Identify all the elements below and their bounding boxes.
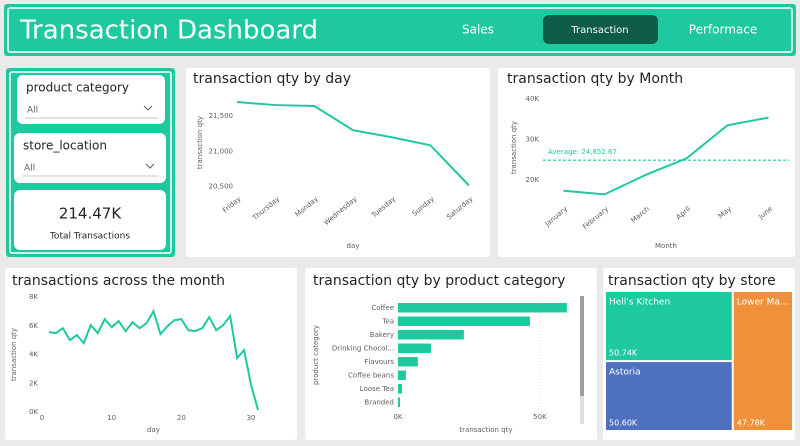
- bar: [398, 357, 418, 367]
- line: [48, 308, 259, 411]
- treemap-value: 50.60K: [609, 419, 638, 428]
- line: [563, 116, 769, 196]
- panel: [305, 268, 597, 440]
- average-label: Average: 24,852.67: [548, 148, 617, 156]
- x-tick-label: 30: [247, 414, 256, 422]
- chevron[interactable]: [143, 105, 153, 111]
- x-tick-label: 50K: [533, 413, 547, 421]
- x-tick-label: 0: [40, 414, 44, 422]
- x-axis-title: transaction qty: [459, 426, 512, 434]
- y-axis-title: transaction qty: [10, 328, 18, 381]
- y-tick-label: 40K: [526, 95, 540, 103]
- filter-box[interactable]: [14, 133, 166, 183]
- nav-item[interactable]: Performace: [689, 23, 757, 37]
- treemap-value: 50.74K: [609, 349, 638, 358]
- header-title: Transaction Dashboard: [19, 16, 318, 46]
- bar: [398, 343, 431, 353]
- y-axis-title: transaction qty: [196, 116, 204, 169]
- filter-panel-border: [9, 71, 172, 254]
- chart-title: transactions across the month: [12, 273, 225, 289]
- chart-title: transaction qty by product category: [313, 273, 565, 289]
- nav-active: [543, 15, 658, 44]
- nav-item[interactable]: Sales: [462, 23, 494, 37]
- y-tick-label: 20K: [526, 176, 540, 184]
- bar: [398, 303, 567, 313]
- y-tick-label: Tea: [381, 317, 394, 325]
- y-tick-label: 4K: [29, 351, 38, 359]
- filter-label: product category: [26, 81, 129, 95]
- y-tick-label: 0K: [29, 408, 38, 416]
- y-tick-label: Coffee: [371, 304, 394, 312]
- chart-title: transaction qty by store: [608, 273, 776, 289]
- bar: [398, 330, 464, 340]
- x-tick-label: 10: [107, 414, 116, 422]
- filter-value[interactable]: All: [24, 164, 35, 174]
- panel: [5, 268, 297, 440]
- y-tick-label: 2K: [29, 379, 38, 387]
- bar: [398, 370, 406, 380]
- y-tick-label: 6K: [29, 322, 38, 330]
- bar: [398, 316, 530, 326]
- treemap-cell[interactable]: [606, 292, 732, 361]
- card-label: Total Transactions: [49, 232, 130, 242]
- y-tick-label: Coffee beans: [348, 371, 394, 379]
- filter-box[interactable]: [17, 75, 165, 124]
- y-tick-label: 20,500: [209, 182, 234, 190]
- treemap-cell[interactable]: [733, 292, 792, 430]
- y-tick-label: 21,500: [209, 112, 234, 120]
- y-tick-label: 30K: [526, 135, 540, 143]
- scrollbar-thumb[interactable]: [580, 296, 584, 396]
- card: [14, 190, 166, 250]
- y-tick-label: Branded: [364, 398, 394, 406]
- y-tick-label: Flavours: [364, 358, 394, 366]
- treemap-value: 47.78K: [737, 419, 766, 428]
- chevron[interactable]: [145, 163, 155, 169]
- x-axis-title: Month: [655, 242, 677, 250]
- y-tick-label: 8K: [29, 293, 38, 301]
- header-border: [7, 7, 793, 53]
- panel: [498, 68, 795, 257]
- bar: [398, 384, 402, 394]
- panel: [186, 68, 490, 257]
- x-tick-label: 0K: [393, 413, 402, 421]
- card-value: 214.47K: [59, 205, 122, 223]
- nav-item[interactable]: Transaction: [570, 25, 628, 36]
- x-axis-title: day: [347, 242, 360, 250]
- filter-label: store_location: [23, 139, 107, 153]
- y-axis-title: product category: [312, 325, 320, 385]
- filter-value[interactable]: All: [27, 106, 38, 116]
- x-tick-label: 20: [177, 414, 186, 422]
- y-tick-label: Drinking Chocol...: [332, 344, 394, 352]
- y-tick-label: Bakery: [370, 331, 394, 339]
- y-axis-title: transaction qty: [510, 121, 518, 174]
- bar: [398, 397, 400, 407]
- treemap-label: Hell's Kitchen: [609, 298, 670, 308]
- x-axis-title: day: [147, 426, 160, 434]
- treemap-label: Lower Ma...: [737, 298, 789, 308]
- chart-title: transaction qty by day: [193, 71, 351, 87]
- y-tick-label: 21,000: [209, 147, 234, 155]
- chart-title: transaction qty by Month: [507, 71, 683, 87]
- line: [236, 101, 470, 187]
- treemap-label: Astoria: [609, 368, 641, 378]
- treemap-cell[interactable]: [606, 362, 732, 430]
- y-tick-label: Loose Tea: [360, 385, 394, 393]
